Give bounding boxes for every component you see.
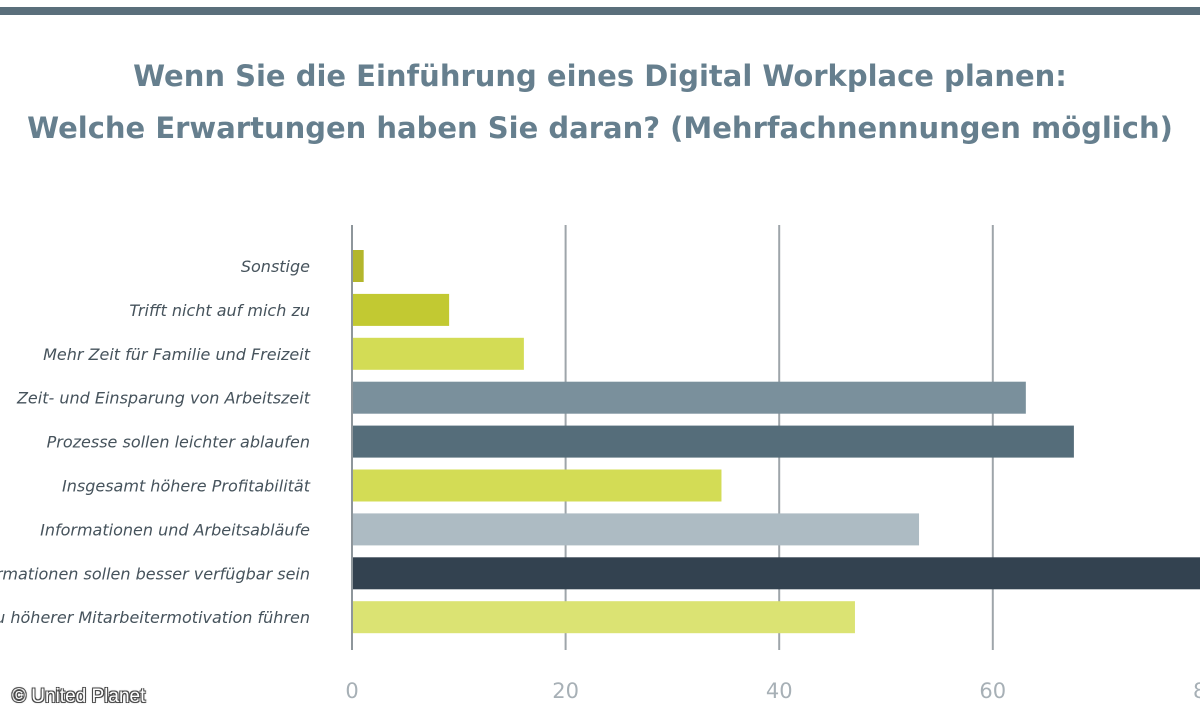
x-tick-label: 40 (766, 679, 793, 703)
category-label: Mehr Zeit für Familie und Freizeit (43, 345, 311, 364)
chart-title-line-2: Welche Erwartungen haben Sie daran? (Meh… (27, 111, 1173, 145)
bar (353, 425, 1074, 458)
bar (353, 381, 1026, 414)
bar (353, 557, 1200, 590)
bar (353, 250, 364, 282)
bar (353, 337, 524, 370)
watermark: © United Planet (12, 686, 146, 707)
category-label: Prozesse sollen leichter ablaufen (47, 433, 310, 452)
category-label: Informationen sollen besser verfügbar se… (0, 564, 310, 583)
category-label: Zu höherer Mitarbeitermotivation führen (0, 608, 310, 627)
bar (353, 293, 450, 326)
top-rule (0, 7, 1200, 15)
x-axis-ticks: 0 20 40 60 80 (345, 679, 1200, 703)
x-tick-label: 60 (979, 679, 1006, 703)
bar (353, 469, 722, 502)
category-label: Trifft nicht auf mich zu (129, 301, 310, 320)
category-label: Zeit- und Einsparung von Arbeitszeit (16, 389, 311, 408)
category-label: Insgesamt höhere Profitabilität (62, 477, 311, 496)
bars (353, 250, 1200, 634)
x-tick-label: 20 (552, 679, 579, 703)
bar (353, 513, 920, 546)
x-tick-label: 80 (1193, 679, 1200, 703)
x-tick-label: 0 (345, 679, 358, 703)
chart-title-line-1: Wenn Sie die Einführung eines Digital Wo… (133, 59, 1067, 93)
category-labels: Sonstige Trifft nicht auf mich zu Mehr Zei… (0, 257, 311, 627)
category-label: Sonstige (241, 257, 310, 276)
category-label: Informationen und Arbeitsabläufe (40, 520, 310, 539)
bar (353, 601, 855, 634)
